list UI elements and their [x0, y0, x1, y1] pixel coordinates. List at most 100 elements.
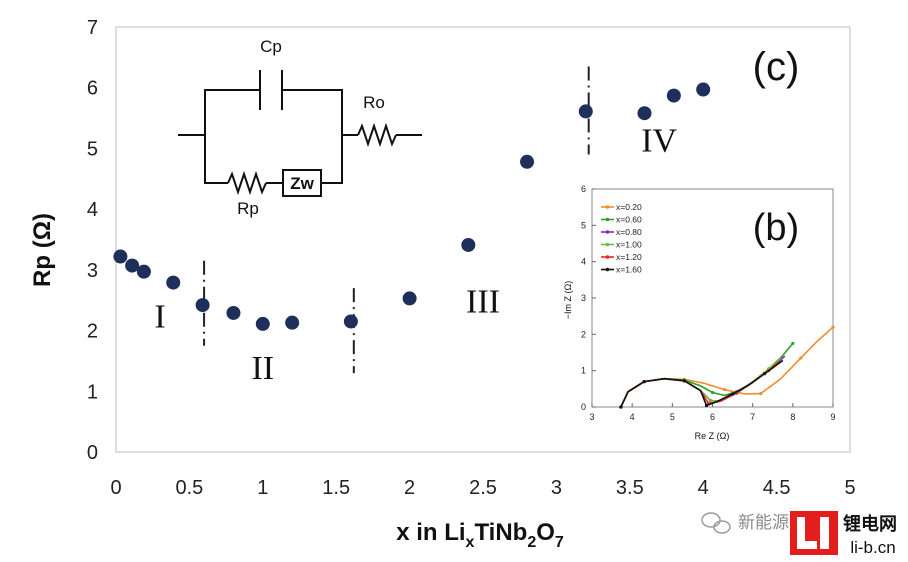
inset-y-tick-label: 5 [581, 220, 586, 230]
data-points [113, 82, 711, 331]
inset-y-tick-label: 3 [581, 293, 586, 303]
x-tick-label: 0 [110, 477, 121, 499]
x-tick-label: 5 [844, 477, 855, 499]
inset-y-tick-label: 6 [581, 184, 586, 194]
inset-series-point [730, 392, 735, 396]
inset-series-point [759, 391, 763, 396]
data-point [285, 315, 300, 330]
equivalent-circuit: Cp Ro Rp Zw [178, 37, 422, 218]
data-point [113, 249, 128, 264]
inset-x-tick-label: 7 [750, 412, 755, 422]
legend-entry-label: x=0.20 [616, 202, 642, 212]
data-point [226, 305, 241, 320]
x-tick-label: 2 [404, 477, 415, 499]
inset-series-point [722, 387, 727, 392]
circuit-label-rp: Rp [237, 199, 259, 218]
inset-x-tick-label: 8 [790, 412, 795, 422]
legend-marker [605, 255, 610, 259]
data-point [166, 275, 181, 290]
inset-legend: x=0.20 x=0.60 x=0.80 x=1.00 x=1.20 x=1.60 [601, 202, 642, 275]
data-point [461, 237, 476, 252]
data-point [125, 258, 140, 273]
circuit-label-ro: Ro [363, 93, 385, 112]
region-label: III [466, 283, 500, 320]
inset-series-point [831, 325, 835, 329]
inset-y-tick-label: 4 [581, 257, 586, 267]
watermark: 新能源 锂电网 li-b.cn [701, 511, 897, 557]
data-point [255, 316, 270, 331]
data-point [578, 104, 593, 119]
inset-series-point [763, 371, 767, 376]
wechat-icon [701, 512, 731, 534]
legend-entry-label: x=0.80 [616, 227, 642, 237]
circuit-wire-bottom-branch [204, 135, 228, 184]
main-x-axis-label: x in LixTiNb2O7 [396, 519, 564, 551]
x-tick-label: 3.5 [616, 477, 644, 499]
inset-x-tick-label: 4 [630, 412, 635, 422]
inset-x-axis-label: Re Z (Ω) [695, 431, 730, 441]
data-point [195, 298, 210, 313]
y-tick-label: 1 [87, 381, 98, 403]
x-tick-label: 3 [551, 477, 562, 499]
x-tick-label: 1.5 [322, 477, 350, 499]
inset-y-tick-label: 0 [581, 402, 586, 412]
legend-marker [605, 230, 610, 234]
y-tick-label: 3 [87, 260, 98, 282]
inset-y-tick-label: 1 [581, 366, 586, 376]
resistor-ro-symbol [357, 122, 397, 148]
circuit-label-zw: Zw [290, 174, 314, 193]
inset-y-axis-label: −Im Z (Ω) [563, 281, 573, 319]
x-tick-label: 4 [698, 477, 709, 499]
y-tick-label: 5 [87, 138, 98, 160]
y-tick-label: 2 [87, 321, 98, 343]
inset-background [560, 185, 846, 447]
data-point [402, 291, 417, 306]
circuit-wire-zw-right [321, 135, 343, 184]
brand-url: li-b.cn [850, 538, 895, 557]
main-y-ticks: 0 1 2 3 4 5 6 7 [87, 17, 98, 464]
y-tick-label: 7 [87, 17, 98, 39]
inset-series-point [619, 405, 623, 409]
inset-x-ticks: 3 4 5 6 7 8 9 [589, 403, 836, 422]
region-label: I [154, 299, 165, 336]
x-tick-label: 2.5 [469, 477, 497, 499]
main-x-ticks: 0 0.5 1 1.5 2 2.5 3 3.5 4 4.5 5 [110, 477, 855, 499]
panel-label-c: (c) [753, 45, 800, 89]
legend-entry-label: x=0.60 [616, 215, 642, 225]
x-tick-label: 0.5 [175, 477, 203, 499]
circuit-wire-top-branch [204, 89, 343, 135]
region-label: IV [641, 122, 677, 159]
y-tick-label: 4 [87, 199, 98, 221]
x-tick-label: 4.5 [763, 477, 791, 499]
inset-y-ticks: 0 1 2 3 4 5 6 [581, 184, 596, 412]
data-point [520, 154, 535, 169]
main-y-axis-label: Rp (Ω) [29, 213, 56, 287]
x-tick-label: 1 [257, 477, 268, 499]
legend-marker [605, 205, 610, 209]
inset-chart: 0 1 2 3 4 5 6 3 4 5 6 7 8 9 −Im Z (Ω) Re Z (Ω) x=0.2… [560, 184, 846, 447]
inset-y-tick-label: 2 [581, 329, 586, 339]
legend-marker [605, 267, 610, 272]
inset-series [619, 325, 835, 409]
inset-series-point [710, 390, 715, 395]
inset-series-point [682, 379, 686, 383]
wechat-account-text: 新能源 [738, 513, 789, 532]
inset-x-tick-label: 3 [589, 412, 594, 422]
inset-series-line [620, 359, 784, 408]
region-label: II [251, 350, 274, 387]
brand-chinese-name: 锂电网 [843, 513, 897, 534]
main-chart: 0 1 2 3 4 5 6 7 0 0.5 1 1.5 2 2.5 3 3.5 4 4.5 5 Rp (Ω) x … [29, 17, 856, 551]
data-point [343, 314, 358, 329]
panel-label-b: (b) [753, 207, 799, 249]
circuit-label-cp: Cp [260, 37, 282, 56]
inset-x-tick-label: 5 [670, 412, 675, 422]
capacitor-cp-symbol [259, 70, 283, 110]
y-tick-label: 6 [87, 78, 98, 100]
data-point [696, 82, 711, 97]
inset-series-point [791, 341, 795, 346]
legend-entry-label: x=1.60 [616, 265, 642, 275]
legend-marker [605, 217, 610, 222]
legend-marker [605, 242, 610, 247]
